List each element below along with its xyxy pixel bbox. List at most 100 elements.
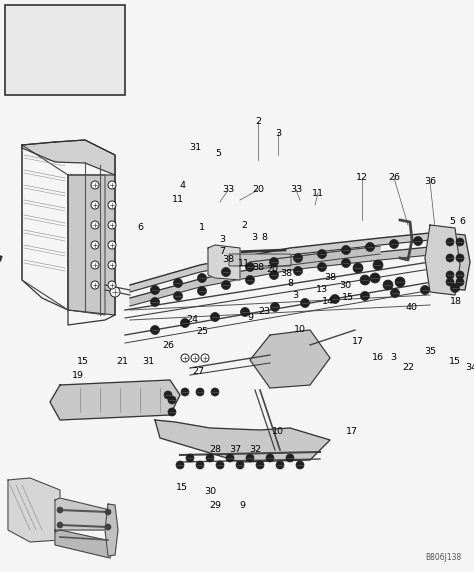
Circle shape [370,273,380,283]
Circle shape [91,261,99,269]
Text: 31: 31 [142,358,154,367]
Text: 22: 22 [402,363,414,372]
Text: 36: 36 [424,177,436,186]
Circle shape [91,221,99,229]
Circle shape [57,507,63,513]
Text: 23: 23 [258,308,270,316]
Text: 11: 11 [238,260,250,268]
Text: 29: 29 [209,500,221,510]
Text: 5: 5 [215,149,221,157]
Text: 25: 25 [196,328,208,336]
Circle shape [198,287,207,296]
Circle shape [216,461,224,469]
Text: 26: 26 [388,173,400,182]
Circle shape [246,276,255,284]
Circle shape [91,201,99,209]
Circle shape [168,396,176,404]
Circle shape [456,254,464,262]
Circle shape [246,263,255,272]
Circle shape [91,281,99,289]
Polygon shape [130,244,455,306]
Circle shape [246,454,254,462]
Text: 1: 1 [199,223,205,232]
Circle shape [221,268,230,276]
Text: 7: 7 [219,248,225,256]
Circle shape [360,275,370,285]
Circle shape [446,271,454,279]
Circle shape [181,388,189,396]
Circle shape [173,292,182,300]
Circle shape [240,308,249,316]
Text: 33: 33 [222,185,234,194]
Circle shape [108,261,116,269]
Polygon shape [425,225,460,295]
Text: 30: 30 [204,487,216,496]
Text: 32: 32 [249,446,261,455]
Text: 30: 30 [339,280,351,289]
Circle shape [365,243,374,252]
Circle shape [341,245,350,255]
Polygon shape [432,232,470,290]
Polygon shape [8,478,60,542]
Circle shape [390,240,399,248]
Circle shape [191,354,199,362]
Circle shape [211,388,219,396]
Text: 38: 38 [324,273,336,283]
Circle shape [446,278,454,286]
Text: 9: 9 [239,500,245,510]
Circle shape [373,260,383,270]
Circle shape [413,236,422,245]
Text: 14: 14 [322,297,334,307]
Text: 20: 20 [266,265,278,275]
Circle shape [105,509,111,515]
Circle shape [210,312,219,321]
Circle shape [353,263,363,273]
Text: 9: 9 [247,313,253,323]
Circle shape [108,281,116,289]
Circle shape [446,238,454,246]
Circle shape [181,354,189,362]
Circle shape [361,292,370,300]
Text: 17: 17 [346,427,358,436]
Text: 8: 8 [287,279,293,288]
Text: 38: 38 [222,256,234,264]
Text: 2: 2 [255,117,261,126]
Circle shape [395,277,405,287]
Circle shape [198,273,207,283]
Text: 15: 15 [77,358,89,367]
Polygon shape [105,504,118,556]
Circle shape [206,454,214,462]
Circle shape [276,461,284,469]
Text: 2: 2 [241,220,247,229]
Text: 38: 38 [280,269,292,279]
Text: 3: 3 [390,353,396,363]
Circle shape [330,295,339,304]
Polygon shape [250,246,380,270]
FancyBboxPatch shape [229,254,291,266]
Circle shape [91,181,99,189]
Text: 34: 34 [465,363,474,372]
Text: 15: 15 [176,483,188,492]
Circle shape [271,303,280,312]
Text: 11: 11 [172,196,184,205]
Text: 28: 28 [209,446,221,455]
Polygon shape [130,230,455,292]
Circle shape [383,280,393,290]
Circle shape [226,454,234,462]
Text: 3: 3 [292,291,298,300]
Circle shape [196,461,204,469]
Circle shape [270,257,279,267]
Circle shape [110,287,120,297]
Circle shape [108,181,116,189]
Text: 19: 19 [72,371,84,379]
Circle shape [186,454,194,462]
Circle shape [151,285,159,295]
Circle shape [456,271,464,279]
Text: 37: 37 [229,446,241,455]
Circle shape [293,267,302,276]
Text: 16: 16 [372,353,384,363]
Text: 26: 26 [162,340,174,349]
Circle shape [108,241,116,249]
Text: 27: 27 [192,367,204,376]
Text: 35: 35 [424,348,436,356]
